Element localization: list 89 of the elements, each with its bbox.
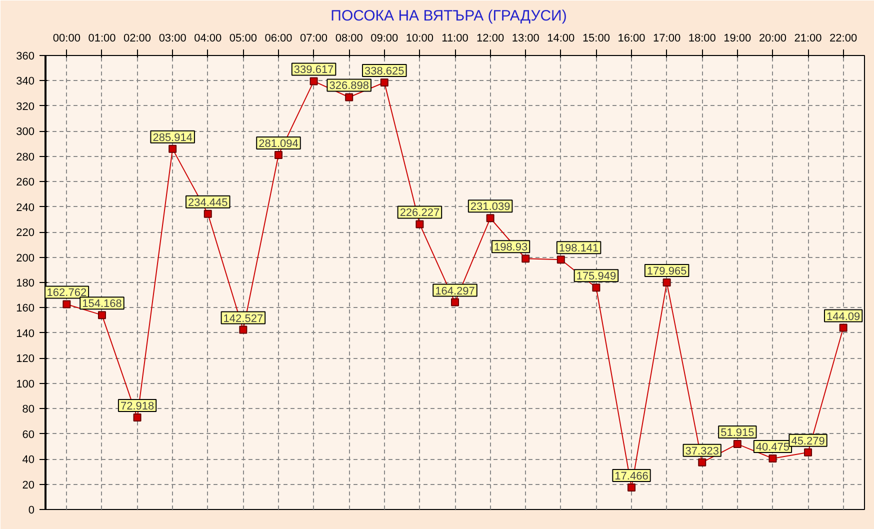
x-tick-label: 22:00 [830,32,858,44]
data-label: 72.918 [120,400,154,413]
data-label: 179.965 [646,266,687,278]
data-label: 226.227 [400,207,440,220]
y-tick-label: 320 [16,100,35,113]
data-label: 51.915 [720,427,754,440]
point [274,151,282,160]
data-label: 234.445 [188,196,228,209]
y-tick-label: 180 [16,278,35,290]
y-tick-label: 160 [16,302,35,315]
y-tick-label: 140 [16,328,35,340]
y-tick-label: 200 [16,252,35,264]
point [556,256,565,264]
x-tick-label: 00:00 [52,32,80,44]
data-label: 144.09 [826,310,860,323]
data-label: 175.949 [576,270,616,283]
point [768,454,777,462]
x-tick-label: 06:00 [264,32,292,44]
y-tick-label: 120 [16,353,35,366]
data-label: 198.141 [558,242,599,255]
data-label: 164.297 [435,285,475,298]
y-tick-label: 60 [22,428,35,441]
y-tick-label: 360 [16,50,35,62]
x-tick-label: 04:00 [194,32,222,44]
point [98,311,106,320]
data-label: 231.039 [470,201,510,214]
x-tick-label: 17:00 [653,32,681,44]
data-label: 45.279 [791,435,825,448]
x-tick-label: 08:00 [335,32,363,44]
x-tick-label: 13:00 [512,32,540,44]
y-tick-label: 300 [16,126,35,138]
x-tick-label: 14:00 [547,32,575,44]
point [239,326,248,334]
point [486,214,494,222]
y-tick-label: 100 [16,378,35,390]
x-tick-label: 02:00 [124,32,152,44]
x-tick-label: 03:00 [158,32,186,44]
x-tick-label: 19:00 [724,32,752,44]
y-tick-label: 220 [16,227,35,240]
point [133,414,142,422]
data-label: 142.527 [223,312,264,325]
x-tick-label: 07:00 [300,32,328,44]
data-label: 281.094 [258,138,298,150]
data-label: 17.466 [614,470,648,482]
point [839,324,848,332]
y-tick-label: 280 [16,151,35,164]
point [168,144,177,153]
x-tick-label: 20:00 [758,32,786,44]
y-tick-label: 340 [16,76,35,88]
point [522,254,530,263]
point [733,440,742,448]
data-label: 338.625 [364,65,404,78]
x-tick-label: 18:00 [688,32,716,44]
data-label: 198.93 [494,242,528,254]
point [310,77,318,86]
x-tick-label: 15:00 [582,32,610,44]
point [662,278,671,287]
data-label: 37.323 [685,445,719,458]
y-tick-label: 80 [22,404,35,416]
x-tick-label: 16:00 [618,32,646,44]
y-tick-label: 40 [22,454,35,466]
x-tick-label: 09:00 [370,32,398,44]
x-tick-label: 10:00 [406,32,434,44]
data-label: 162.762 [46,287,87,300]
x-tick-label: 12:00 [476,32,504,44]
x-tick-label: 21:00 [794,32,822,44]
data-label: 285.914 [152,132,192,144]
point [204,210,212,218]
point [451,298,459,306]
point [62,300,71,308]
x-tick-label: 01:00 [88,32,116,44]
data-label: 40.475 [756,441,790,454]
y-tick-label: 260 [16,176,35,189]
x-tick-label: 05:00 [229,32,257,44]
point [698,458,706,466]
y-tick-label: 240 [16,202,35,214]
point [345,93,354,102]
data-label: 154.168 [82,298,122,310]
point [628,483,636,492]
data-label: 326.898 [329,80,369,92]
point [804,448,812,456]
data-label: 339.617 [294,64,334,76]
y-tick-label: 20 [22,479,35,492]
point [416,220,424,228]
y-tick-label: 0 [28,504,35,516]
chart-title: ПОСОКА НА ВЯТЪРА (ГРАДУСИ) [330,8,567,24]
x-tick-label: 11:00 [442,32,468,44]
point [380,78,388,86]
point [592,284,600,292]
